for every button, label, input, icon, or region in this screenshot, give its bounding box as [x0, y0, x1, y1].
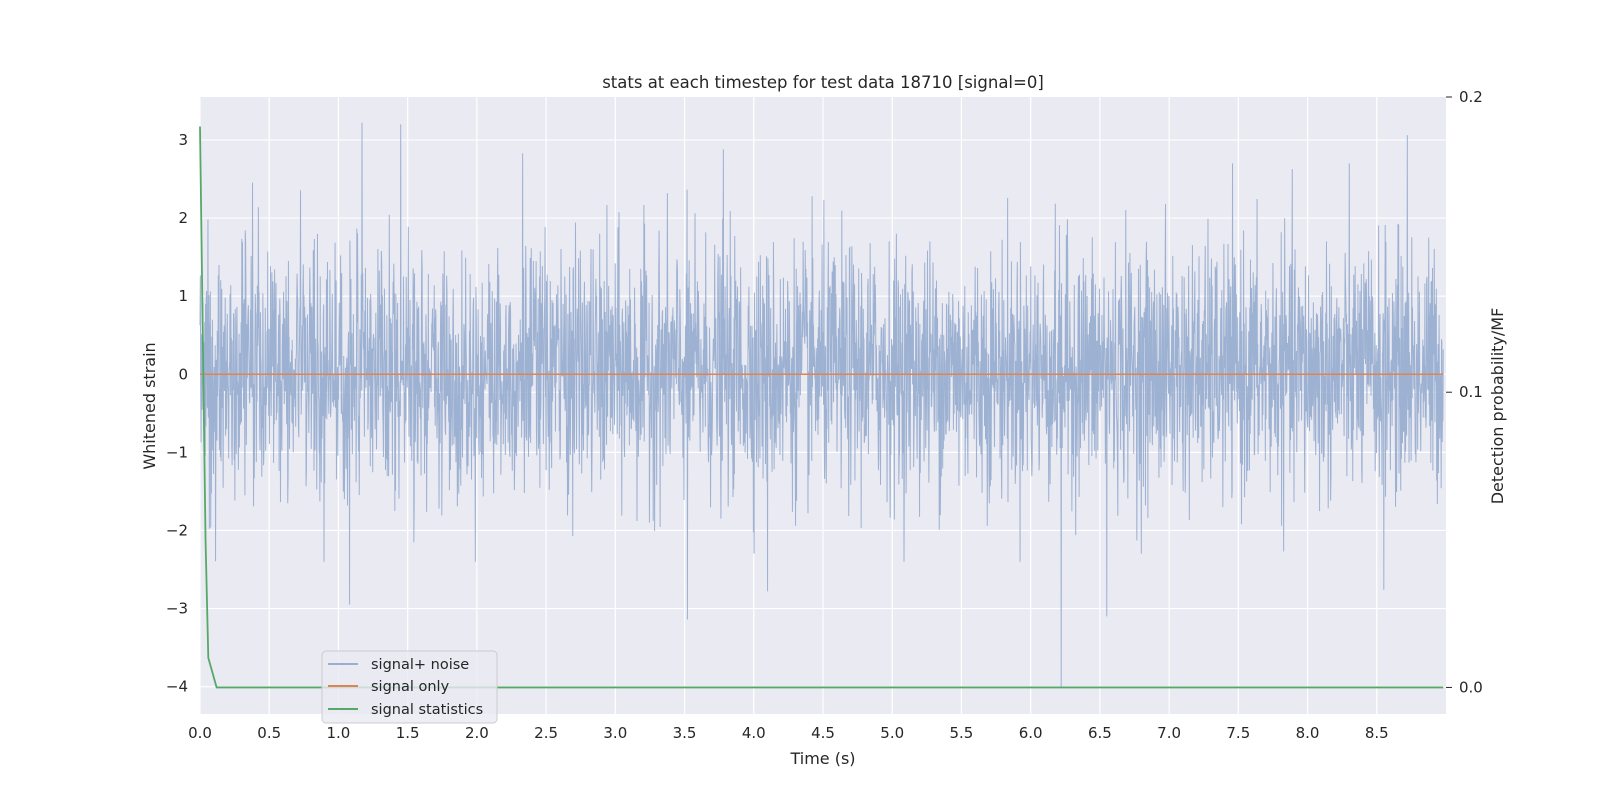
x-tick-label: 5.5 [950, 724, 974, 742]
y-tick-label: 0 [178, 365, 188, 383]
y2-tick-label: 0.1 [1459, 383, 1483, 401]
legend: signal+ noise signal only signal statist… [321, 650, 498, 724]
y-tick-label: 1 [178, 287, 188, 305]
series-signal-noise-line [199, 122, 1444, 687]
y-tick-label: −4 [166, 678, 188, 696]
legend-box [321, 650, 498, 724]
x-tick-label: 6.0 [1019, 724, 1043, 742]
x-axis-title: Time (s) [789, 749, 855, 768]
y2-tick-label: 0.0 [1459, 678, 1483, 696]
legend-label-noise: signal+ noise [371, 657, 469, 673]
y2-axis-title: Detection probability/MF [1488, 308, 1507, 505]
x-tick-label: 4.5 [811, 724, 835, 742]
y-axis-ticks: 3 2 1 0 −1 −2 −3 −4 [166, 131, 188, 696]
y-axis-title: Whitened strain [140, 342, 159, 469]
y2-tick-label: 0.2 [1459, 88, 1483, 106]
legend-label-signal: signal only [371, 679, 450, 695]
x-tick-label: 4.0 [742, 724, 766, 742]
y-tick-label: −2 [166, 521, 188, 539]
x-tick-label: 1.5 [396, 724, 420, 742]
y-tick-label: 3 [178, 131, 188, 149]
legend-label-statistics: signal statistics [371, 702, 483, 718]
x-tick-label: 1.0 [327, 724, 351, 742]
y-tick-label: 2 [178, 209, 188, 227]
x-tick-label: 3.5 [673, 724, 697, 742]
x-tick-label: 7.0 [1157, 724, 1181, 742]
x-tick-label: 0.5 [257, 724, 281, 742]
x-tick-label: 5.0 [880, 724, 904, 742]
lines-layer [199, 126, 1444, 689]
y-tick-label: −3 [166, 600, 188, 618]
x-tick-label: 2.5 [534, 724, 558, 742]
y-tick-label: −1 [166, 443, 188, 461]
x-tick-label: 8.0 [1296, 724, 1320, 742]
x-tick-label: 8.5 [1365, 724, 1389, 742]
x-tick-label: 3.0 [603, 724, 627, 742]
y2-axis-ticks: 0.2 0.1 0.0 [1446, 88, 1483, 696]
x-tick-label: 2.0 [465, 724, 489, 742]
noise-series-layer [199, 122, 1444, 687]
x-tick-label: 7.5 [1226, 724, 1250, 742]
x-tick-label: 0.0 [188, 724, 212, 742]
series-signal-statistics-line [199, 126, 1444, 689]
x-tick-label: 6.5 [1088, 724, 1112, 742]
chart-title: stats at each timestep for test data 187… [602, 73, 1044, 92]
x-axis-ticks: 0.0 0.5 1.0 1.5 2.0 2.5 3.0 3.5 4.0 4.5 5.0 5.5 6.0 6… [188, 724, 1389, 742]
